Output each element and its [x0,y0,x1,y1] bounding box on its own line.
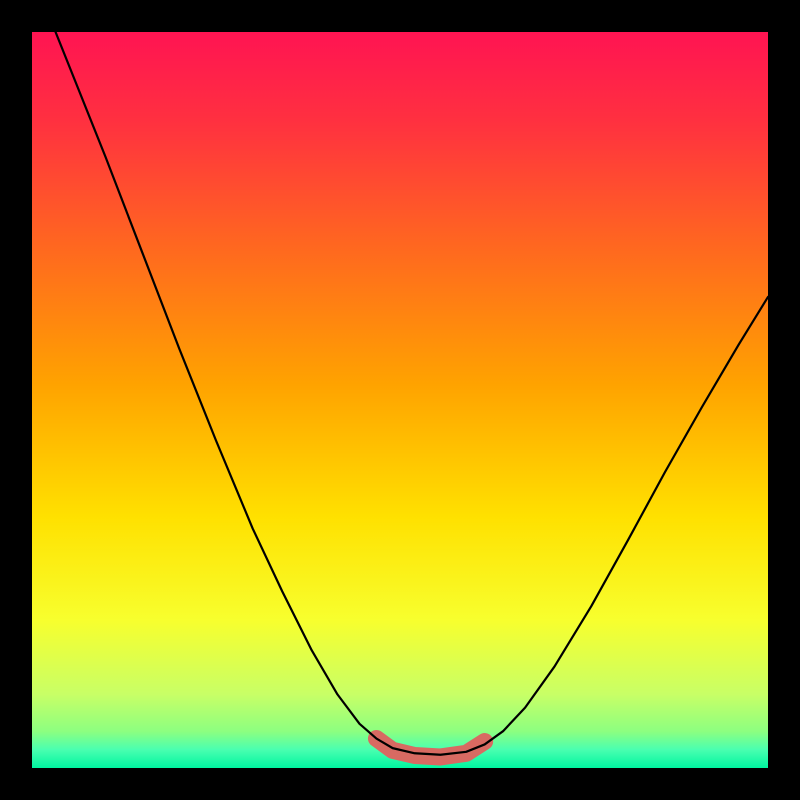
gradient-plot-area [32,32,768,768]
bottleneck-chart [0,0,800,800]
chart-stage: TheBottleneck.com [0,0,800,800]
